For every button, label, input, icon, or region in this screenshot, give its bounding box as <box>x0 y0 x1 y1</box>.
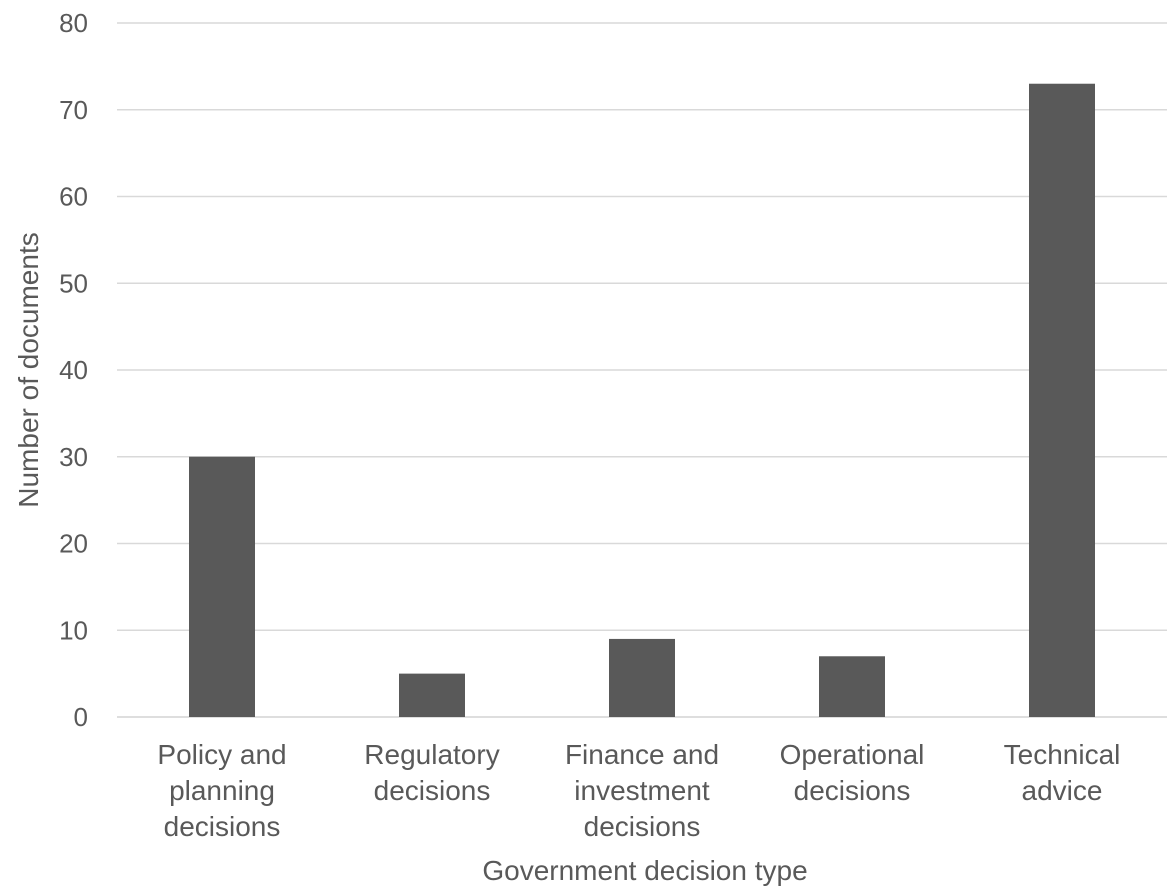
x-axis-title: Government decision type <box>482 855 807 886</box>
y-tick-label: 60 <box>59 182 88 212</box>
y-tick-label: 40 <box>59 355 88 385</box>
y-tick-label: 20 <box>59 529 88 559</box>
x-category-label: Regulatory decisions <box>364 739 499 806</box>
y-tick-label: 70 <box>59 95 88 125</box>
y-axis-ticks: 0 10 20 30 40 50 60 70 80 <box>59 8 88 732</box>
y-axis-title: Number of documents <box>13 232 44 507</box>
bar <box>399 673 465 717</box>
y-tick-label: 30 <box>59 442 88 472</box>
bar <box>1029 83 1095 718</box>
gridlines <box>117 22 1167 718</box>
bar <box>189 456 255 717</box>
bar <box>609 638 675 717</box>
x-axis-categories: Policy and planning decisions Regulatory dec… <box>157 739 1120 842</box>
bar <box>819 656 885 717</box>
y-tick-label: 10 <box>59 615 88 645</box>
y-tick-label: 50 <box>59 268 88 298</box>
y-tick-label: 0 <box>74 702 88 732</box>
y-tick-label: 80 <box>59 8 88 38</box>
x-category-label: Finance and investment decisions <box>565 739 719 842</box>
x-category-label: Operational decisions <box>780 739 925 806</box>
bars <box>189 83 1095 718</box>
x-category-label: Policy and planning decisions <box>157 739 286 842</box>
x-category-label: Technical advice <box>1004 739 1121 806</box>
